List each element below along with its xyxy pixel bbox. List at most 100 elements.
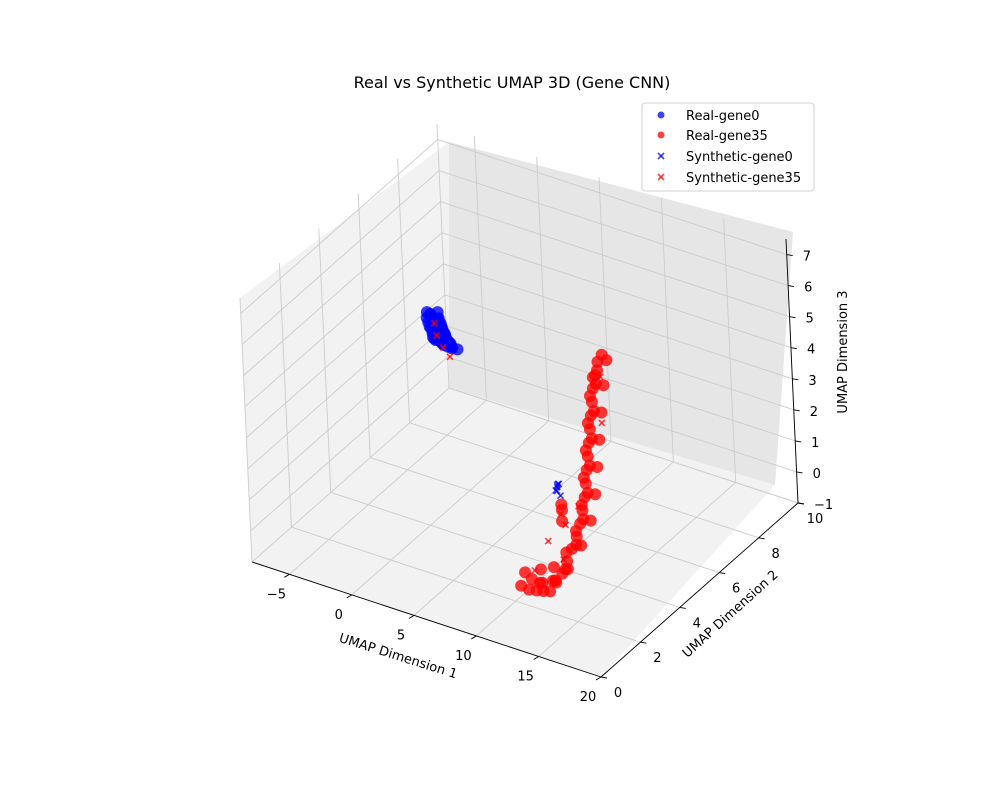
point-synthetic-gene35: [575, 502, 583, 510]
z-tick-label: 6: [804, 281, 812, 296]
point-real-gene35: [584, 514, 597, 527]
x-tick-mark: [595, 676, 602, 681]
point-real-gene35: [591, 461, 604, 474]
y-tick-mark: [719, 572, 726, 575]
z-grid-line: [244, 232, 792, 408]
point-real-gene35: [549, 574, 562, 587]
point-real-gene35: [536, 576, 549, 589]
x-axis-line: [251, 561, 602, 678]
z-grid-line: [250, 356, 797, 532]
pane-back: [449, 142, 793, 485]
x-tick-mark: [346, 594, 352, 599]
y-tick-label: 8: [771, 547, 779, 562]
x-tick-label: 10: [455, 649, 472, 664]
legend-label-synthetic-gene0: Synthetic-gene0: [686, 150, 793, 165]
legend-label-synthetic-gene35: Synthetic-gene35: [686, 171, 801, 186]
point-real-gene35: [600, 354, 613, 367]
series-synthetic-gene35: [430, 319, 606, 574]
z-grid-line: [246, 263, 793, 439]
y-tick-label: 0: [614, 686, 622, 701]
point-real-gene35: [579, 444, 592, 457]
z-grid-line: [241, 170, 789, 345]
point-real-gene35: [586, 371, 599, 384]
z-tick-mark: [786, 254, 793, 256]
point-real-gene35: [575, 539, 588, 552]
z-tick-label: 4: [807, 343, 815, 358]
y-tick-label: 10: [807, 512, 824, 527]
point-real-gene35: [534, 563, 547, 576]
z-axis-line: [785, 238, 799, 504]
point-synthetic-gene35: [531, 566, 539, 574]
point-real-gene35: [544, 585, 557, 598]
z-tick-mark: [792, 378, 799, 381]
z-tick-mark: [793, 409, 800, 412]
x-tick-mark: [471, 635, 477, 640]
x-tick-label: 20: [580, 690, 597, 705]
z-tick-label: 2: [810, 405, 818, 420]
point-synthetic-gene35: [446, 353, 454, 361]
series-synthetic-gene0: [431, 318, 565, 500]
z-tick-mark: [789, 316, 796, 319]
point-real-gene35: [570, 524, 583, 537]
point-real-gene35: [597, 379, 610, 392]
point-real-gene35: [593, 433, 606, 446]
z-axis-label: UMAP Dimension 3: [836, 290, 851, 413]
z-tick-mark: [795, 440, 802, 443]
z-grid-line: [251, 387, 799, 563]
point-real-gene35: [560, 546, 573, 559]
series-real-gene35: [515, 348, 613, 598]
y-tick-mark: [600, 676, 608, 679]
point-real-gene35: [555, 498, 568, 511]
axes: [251, 238, 805, 681]
point-synthetic-gene0: [439, 336, 447, 344]
point-synthetic-gene35: [544, 537, 552, 545]
z-grid-line: [247, 294, 794, 470]
point-real-gene35: [583, 389, 596, 402]
y-tick-label: 4: [693, 616, 701, 631]
y-tick-mark: [679, 606, 686, 609]
data-points: [420, 306, 613, 598]
point-synthetic-gene35: [561, 521, 570, 529]
point-real-gene0: [420, 306, 433, 319]
legend-marker-synthetic-gene0: [657, 152, 665, 160]
point-synthetic-gene0: [553, 487, 561, 495]
y-tick-mark: [758, 537, 765, 540]
x-tick-label: −5: [267, 587, 286, 602]
x-tick-label: 5: [397, 628, 405, 643]
point-synthetic-gene35: [430, 319, 438, 327]
z-tick-label: 1: [811, 436, 819, 451]
point-synthetic-gene35: [598, 419, 606, 427]
point-real-gene35: [547, 561, 560, 574]
chart-title: Real vs Synthetic UMAP 3D (Gene CNN): [354, 73, 671, 92]
point-real-gene35: [519, 566, 532, 579]
point-real-gene35: [581, 417, 594, 430]
point-real-gene35: [575, 498, 588, 511]
y-tick-label: 2: [653, 651, 661, 666]
x-tick-mark: [533, 656, 539, 660]
point-synthetic-gene35: [433, 331, 441, 340]
legend-marker-synthetic-gene35: [657, 173, 665, 181]
point-real-gene35: [561, 562, 574, 575]
x-tick-mark: [284, 573, 290, 578]
pane-left: [240, 142, 449, 562]
x-tick-label: 0: [335, 608, 343, 623]
legend-marker-real-gene0: [657, 111, 665, 119]
point-synthetic-gene35: [439, 343, 447, 351]
point-real-gene35: [577, 471, 590, 484]
x-tick-label: 15: [517, 669, 534, 684]
point-synthetic-gene0: [554, 480, 562, 488]
point-real-gene35: [589, 488, 602, 501]
legend-label-real-gene35: Real-gene35: [686, 129, 768, 144]
z-tick-label: 5: [806, 312, 814, 327]
z-tick-label: −1: [814, 498, 833, 513]
z-grid-line: [240, 139, 787, 314]
legend-label-real-gene0: Real-gene0: [686, 109, 759, 124]
point-synthetic-gene35: [557, 510, 565, 518]
y-axis-label: UMAP Dimension 2: [680, 568, 782, 662]
legend: Real-gene0 Real-gene35 Synthetic-gene0 S…: [641, 102, 815, 192]
z-tick-label: 0: [813, 467, 821, 482]
z-tick-mark: [797, 502, 805, 505]
x-tick-mark: [408, 615, 415, 619]
